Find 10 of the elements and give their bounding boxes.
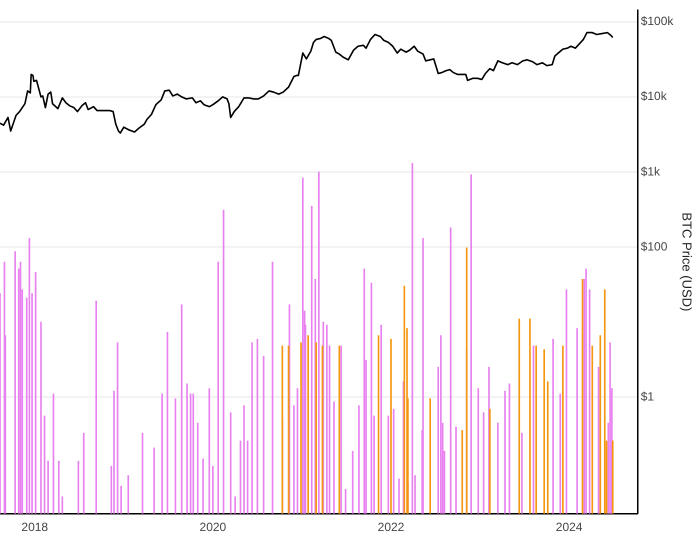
x-tick-label: 2022 [378,520,405,534]
y-tick-label: $1 [640,389,654,404]
y-tick-label: $10k [640,89,668,104]
x-tick-label: 2024 [556,520,583,534]
x-tick-label: 2020 [200,520,227,534]
y-tick-label: $100 [640,239,668,254]
x-tick-label: 2018 [21,520,48,534]
y-axis-title: BTC Price (USD) [680,212,695,312]
y-tick-label: $100k [640,14,674,28]
y-tick-label: $1k [640,164,662,178]
